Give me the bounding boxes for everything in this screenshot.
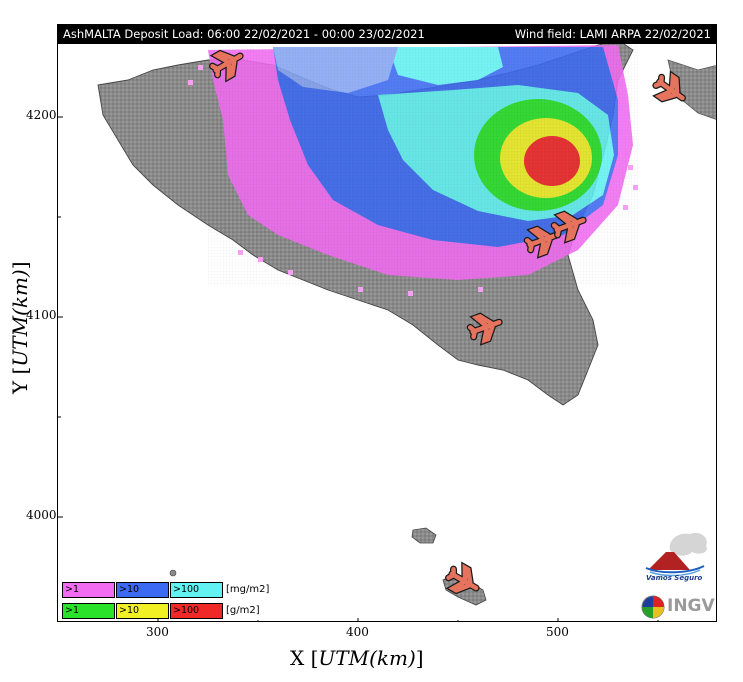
- x-tick-label: 400: [346, 625, 369, 639]
- legend-swatch: >10: [116, 582, 169, 598]
- legend-swatch: >1: [62, 582, 115, 598]
- legend-row-mg: >1 >10 >100 [mg/m2]: [62, 582, 269, 598]
- map-title: AshMALTA Deposit Load: 06:00 22/02/2021 …: [63, 27, 425, 41]
- map-frame: [57, 24, 717, 622]
- legend-unit: [g/m2]: [226, 605, 260, 616]
- ingv-logo: INGV: [640, 595, 716, 619]
- volcano-icon: [645, 532, 707, 577]
- legend-swatch: >100: [170, 603, 223, 619]
- legend-swatch: >10: [116, 603, 169, 619]
- y-axis-title: Y [UTM(km)]: [8, 261, 32, 394]
- airplane-icon: [523, 225, 560, 259]
- airplane-icon: [445, 561, 480, 595]
- islet: [169, 569, 177, 577]
- vamos-seguro-text: Vamos Seguro: [646, 574, 703, 582]
- airports: [209, 49, 686, 595]
- airplane-icon: [550, 210, 587, 244]
- x-tick-label: 300: [146, 625, 169, 639]
- airplane-icon: [466, 312, 503, 346]
- legend-unit: [mg/m2]: [226, 584, 270, 595]
- x-axis-title: X [UTM(km)]: [290, 646, 424, 670]
- map-canvas: [58, 39, 716, 621]
- legend-swatch: >1: [62, 603, 115, 619]
- globe-icon: [641, 595, 665, 619]
- y-tick-label: 4200: [26, 108, 57, 122]
- y-tick-label: 4100: [26, 308, 57, 322]
- ash-deposit-layer: [208, 45, 638, 285]
- airplane-icon: [652, 70, 686, 103]
- x-tick-label: 500: [546, 625, 569, 639]
- tick-marks: [58, 116, 659, 621]
- legend-swatch: >100: [170, 582, 223, 598]
- vamos-seguro-logo: Vamos Seguro: [640, 528, 712, 590]
- gozo-land: [411, 527, 437, 544]
- wind-field-label: Wind field: LAMI ARPA 22/02/2021: [514, 27, 711, 41]
- ingv-text: INGV: [667, 596, 715, 616]
- legend-row-g: >1 >10 >100 [g/m2]: [62, 603, 260, 619]
- y-tick-label: 4000: [26, 508, 57, 522]
- title-bar: AshMALTA Deposit Load: 06:00 22/02/2021 …: [57, 24, 717, 44]
- airplane-icon: [209, 49, 244, 83]
